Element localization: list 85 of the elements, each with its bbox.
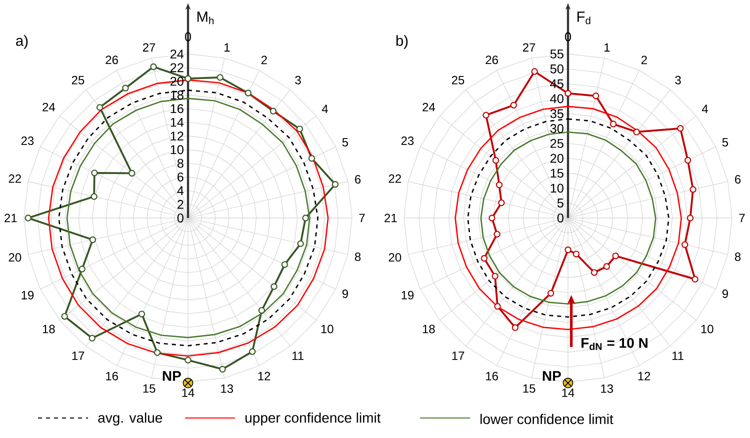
spoke-label: 18 (422, 324, 435, 334)
y-tick-label: 15 (550, 168, 564, 178)
y-tick-label: 6 (178, 172, 184, 182)
spoke-label: 27 (522, 43, 536, 52)
y-tick-label: 55 (550, 50, 564, 58)
y-tick-label: 16 (170, 104, 184, 114)
y-tick-label: 25 (550, 138, 564, 148)
y-tick-label: 35 (550, 109, 564, 118)
spoke-label: 20 (388, 253, 402, 262)
y-tick-label: 30 (550, 124, 564, 134)
y-tick-label: 5 (557, 198, 564, 208)
legend-label: avg. value (98, 412, 162, 426)
y-tick-label: 12 (170, 132, 184, 140)
spoke-label: 24 (422, 102, 436, 112)
y-tick-label: 8 (177, 158, 184, 168)
spoke-label: 26 (106, 56, 118, 64)
spoke-label: 19 (402, 290, 414, 300)
y-tick-label: 2 (178, 200, 184, 209)
spoke-label: 21 (384, 214, 397, 222)
spoke-label: 7 (739, 214, 745, 222)
text: M$_{h}$ (197, 12, 214, 24)
spoke-label: 4 (322, 104, 328, 113)
y-tick-label: 50 (550, 64, 564, 74)
spoke-label: 2 (641, 56, 647, 64)
text: F$_{d}$ (577, 12, 590, 24)
spoke-label: 22 (388, 174, 401, 183)
spoke-label: 16 (106, 372, 118, 380)
y-tick-label: 10 (550, 184, 564, 193)
spoke-label: 11 (292, 352, 304, 360)
spoke-label: 5 (722, 138, 728, 147)
text: b) (396, 35, 408, 49)
spoke-label: 11 (672, 352, 684, 360)
spoke-label: 15 (143, 384, 156, 393)
spoke-label: 10 (321, 324, 334, 334)
spoke-label: 27 (142, 43, 156, 52)
spoke-label: 17 (72, 352, 84, 360)
spoke-label: 3 (295, 76, 301, 84)
spoke-label: 19 (22, 290, 34, 300)
spoke-label: 26 (486, 56, 498, 64)
spoke-label: 22 (8, 174, 21, 183)
spoke-label: 2 (261, 56, 267, 64)
spoke-label: 8 (354, 252, 361, 261)
spoke-label: 25 (72, 76, 84, 84)
spoke-label: 9 (722, 289, 728, 298)
y-tick-label: 40 (550, 94, 564, 104)
y-tick-label: 22 (170, 63, 184, 72)
spoke-label: 6 (735, 175, 741, 184)
spoke-label: 20 (8, 253, 22, 262)
spoke-label: 9 (342, 289, 348, 298)
y-tick-label: 18 (170, 90, 184, 100)
spoke-label: 13 (601, 384, 614, 393)
spoke-label: 25 (452, 76, 464, 84)
spoke-label: 12 (258, 372, 270, 380)
spoke-label: 5 (342, 138, 348, 147)
spoke-label: 8 (734, 252, 741, 261)
spoke-label: 6 (355, 175, 361, 184)
spoke-label: 3 (675, 76, 681, 84)
text: a) (16, 35, 28, 49)
y-tick-label: 0 (177, 214, 184, 222)
y-tick-label: 14 (170, 118, 184, 127)
y-tick-label: 10 (170, 145, 184, 154)
spoke-label: 12 (638, 372, 650, 380)
text: NP (542, 371, 561, 381)
spoke-label: 17 (452, 352, 464, 360)
text: F$_{dN}$ = 10 N (582, 338, 648, 350)
spoke-label: 15 (523, 384, 536, 393)
spoke-label: 24 (42, 102, 56, 112)
spoke-label: 23 (401, 136, 414, 146)
spoke-label: 16 (486, 372, 498, 380)
spoke-label: 1 (224, 43, 230, 52)
y-tick-label: 24 (170, 50, 184, 58)
spoke-label: 18 (42, 324, 55, 334)
legend-label: upper confidence limit (246, 412, 381, 426)
spoke-label: 13 (221, 384, 234, 393)
spoke-label: 10 (701, 324, 714, 334)
spoke-label: 23 (21, 136, 34, 146)
spoke-label: 7 (359, 214, 365, 222)
legend-label: lower confidence limit (480, 414, 614, 424)
y-tick-label: 4 (177, 186, 184, 196)
spoke-label: 4 (702, 104, 708, 113)
spoke-label: 1 (604, 43, 610, 52)
y-tick-label: 0 (557, 214, 564, 222)
text: NP (162, 371, 181, 381)
y-tick-label: 20 (550, 154, 564, 163)
spoke-label: 21 (4, 214, 17, 222)
